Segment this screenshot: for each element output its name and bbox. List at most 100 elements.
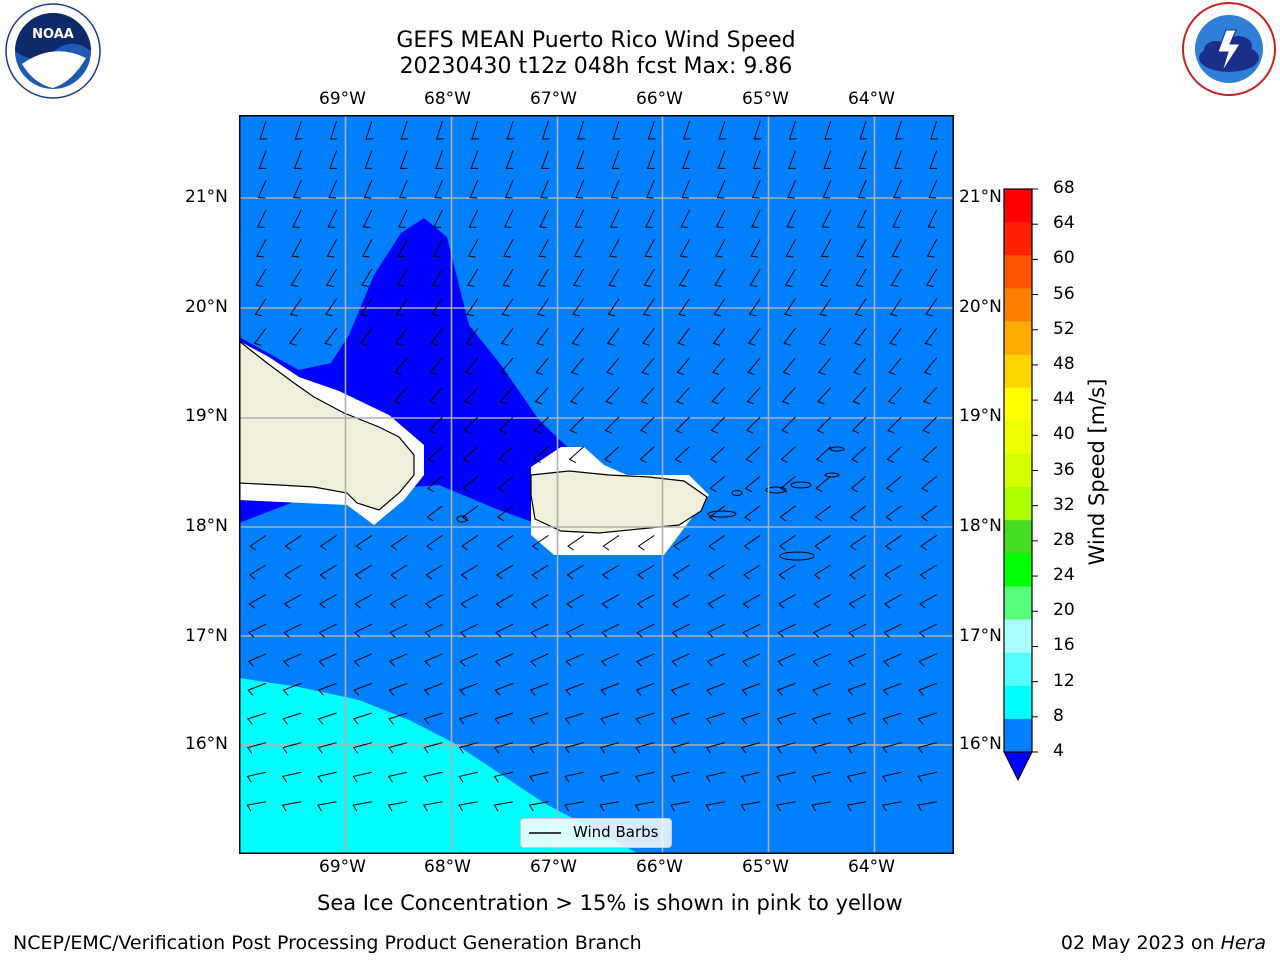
wind-barb <box>919 594 937 609</box>
wind-barb <box>281 771 302 783</box>
wind-barb <box>822 180 832 199</box>
wind-barb <box>642 298 655 317</box>
wind-barb <box>777 623 796 638</box>
wind-barb <box>743 564 761 580</box>
wind-barb <box>256 209 267 228</box>
wind-barb <box>925 268 938 287</box>
wind-barb <box>494 653 514 667</box>
wind-barb <box>716 180 726 199</box>
map-frame <box>239 115 954 854</box>
sombrero-island <box>829 446 845 452</box>
colorbar-extend-arrow <box>1003 751 1033 782</box>
lon-label-bottom: 66°W <box>636 857 683 877</box>
colorbar-tick-label: 68 <box>1053 178 1075 198</box>
wind-barb <box>893 180 902 199</box>
wind-barb <box>884 534 902 551</box>
wind-barb <box>741 682 761 696</box>
lon-label-bottom: 67°W <box>530 857 577 877</box>
wind-barb <box>741 742 761 754</box>
wind-barb <box>498 416 514 434</box>
wind-barb <box>779 505 796 522</box>
colorbar-block <box>1004 487 1032 521</box>
wind-barb <box>846 742 867 754</box>
legend-label: Wind Barbs <box>573 823 659 841</box>
wind-barb <box>461 534 479 551</box>
wind-barb <box>742 623 761 638</box>
lon-label-bottom: 69°W <box>319 857 366 877</box>
wind-barb <box>458 801 478 812</box>
wind-barb <box>463 416 479 434</box>
wind-barb <box>882 682 902 696</box>
wind-barb <box>498 446 514 464</box>
wind-barb <box>352 712 373 725</box>
lon-label-top: 69°W <box>319 89 366 109</box>
wind-barb <box>565 623 584 638</box>
wind-barb <box>246 801 267 812</box>
wind-barb <box>605 387 620 405</box>
wind-barb <box>362 239 373 258</box>
wind-barb <box>458 742 478 754</box>
wind-barb <box>853 327 867 346</box>
wind-barb <box>400 120 409 140</box>
wind-barb <box>753 120 762 140</box>
wind-barb <box>282 682 302 696</box>
wind-barb <box>248 623 267 638</box>
wind-barb <box>325 268 338 287</box>
wind-barb <box>923 387 938 405</box>
wind-barb <box>282 742 302 754</box>
wind-barb <box>398 209 408 228</box>
wind-barb <box>602 534 620 551</box>
wind-barb <box>601 623 620 638</box>
lat-label-left: 16°N <box>185 734 228 754</box>
footer-date-text: 02 May 2023 on <box>1060 932 1221 954</box>
wind-barb <box>929 150 938 169</box>
nws-logo <box>1182 2 1276 96</box>
wind-barb <box>715 239 726 258</box>
wind-barb <box>430 298 443 317</box>
wind-barb <box>425 594 443 609</box>
wind-barb <box>572 298 585 317</box>
wind-barb <box>847 712 867 725</box>
wind-barb <box>744 475 761 493</box>
wind-barb <box>388 653 408 667</box>
wind-barb <box>917 742 937 754</box>
wind-barb <box>434 180 443 199</box>
wind-barb <box>604 416 620 434</box>
wind-barb <box>893 150 902 169</box>
wind-barb <box>567 534 584 551</box>
wind-barb <box>634 771 655 783</box>
wind-barb <box>606 327 620 346</box>
wind-barb <box>811 712 831 725</box>
wind-barb <box>290 268 302 287</box>
wind-barb <box>824 120 832 140</box>
wind-barb <box>258 150 267 169</box>
wind-barb <box>746 387 761 405</box>
wind-barb <box>253 327 267 346</box>
wind-barb <box>433 209 443 228</box>
wind-barb <box>611 150 620 169</box>
wind-barb <box>533 446 549 464</box>
wind-barb <box>528 801 549 812</box>
colorbar-block <box>1004 652 1032 687</box>
wind-barb <box>283 653 302 667</box>
wind-barb <box>637 564 655 580</box>
lat-label-right: 19°N <box>959 406 1002 426</box>
lon-label-top: 67°W <box>530 89 577 109</box>
wind-barb <box>851 416 867 434</box>
wind-barb <box>467 239 479 258</box>
wind-barb <box>718 120 727 140</box>
wind-barb <box>396 268 408 287</box>
wind-barb <box>645 209 655 228</box>
vieques-island <box>707 510 737 518</box>
lat-label-left: 20°N <box>185 297 228 317</box>
wind-barb <box>745 416 761 434</box>
wind-barb <box>502 268 514 287</box>
wind-barb <box>670 682 690 696</box>
colorbar-tick-label: 44 <box>1053 389 1075 410</box>
colorbar-block <box>1004 718 1032 753</box>
wind-barb <box>462 446 479 464</box>
wind-barb <box>816 416 832 434</box>
wind-barb <box>636 623 655 638</box>
colorbar-block <box>1004 321 1032 356</box>
wind-barb <box>751 180 761 199</box>
